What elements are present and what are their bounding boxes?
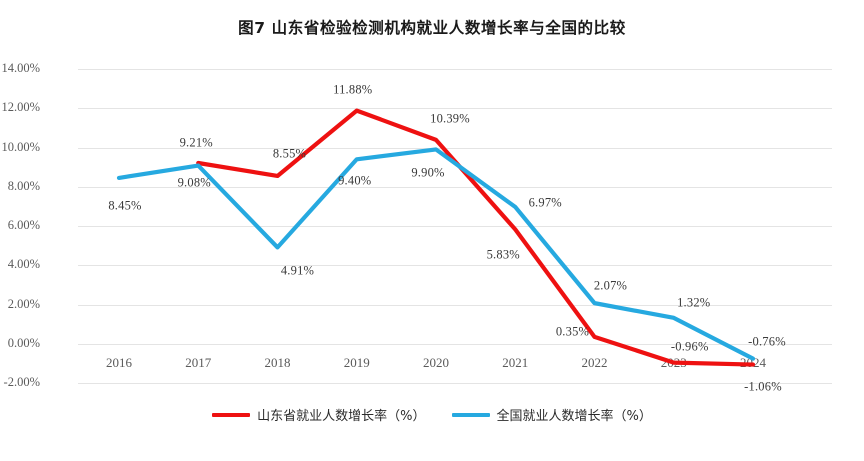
data-point-label: 9.08% <box>177 175 211 190</box>
y-axis-tick-label: 2.00% <box>7 296 40 311</box>
legend-item[interactable]: 全国就业人数增长率（%） <box>451 405 652 424</box>
y-axis-tick-label: -2.00% <box>3 375 40 389</box>
series-lines <box>116 108 756 367</box>
data-point-label: 10.39% <box>430 111 470 126</box>
x-axis-tick-label: 2021 <box>502 355 529 370</box>
gridline <box>78 383 832 384</box>
y-axis-tick-label: 8.00% <box>7 178 40 193</box>
chart-title: 图7 山东省检验检测机构就业人数增长率与全国的比较 <box>238 19 626 37</box>
gridline <box>78 147 832 149</box>
y-axis-tick-label: 4.00% <box>7 257 40 272</box>
x-axis-tick-label: 2018 <box>264 355 291 370</box>
data-point-label: 0.35% <box>555 324 590 339</box>
data-point-label: 9.90% <box>411 165 445 180</box>
data-point-label: -1.06% <box>744 379 782 394</box>
x-axis-tick-label: 2016 <box>106 355 132 370</box>
data-point-label: -0.76% <box>748 334 786 349</box>
legend-item-label: 全国就业人数增长率（%） <box>496 409 652 424</box>
y-axis-tick-label: 6.00% <box>7 218 40 232</box>
data-point-label: 6.97% <box>528 195 562 210</box>
data-point-label: -0.96% <box>670 339 709 354</box>
legend-swatch-icon <box>451 412 490 417</box>
data-point-label: 5.83% <box>486 247 520 262</box>
x-axis-tick-label: 2022 <box>581 355 608 370</box>
data-point-label: 8.45% <box>108 198 142 213</box>
gridline <box>78 186 832 188</box>
y-axis-tick-label: 14.00% <box>1 61 40 75</box>
gridline <box>78 343 832 345</box>
legend-item[interactable]: 山东省就业人数增长率（%） <box>212 405 426 424</box>
legend-swatch-icon <box>212 412 251 417</box>
y-axis-tick-label: 10.00% <box>1 139 40 154</box>
data-point-label: 11.88% <box>333 82 373 97</box>
chart-legend: 山东省就业人数增长率（%） 全国就业人数增长率（%） <box>0 405 864 424</box>
x-axis-tick-label: 2017 <box>185 355 212 370</box>
y-axis-tick-label: 0.00% <box>7 335 40 350</box>
gridline <box>78 108 832 110</box>
data-point-label: 9.21% <box>179 135 213 150</box>
data-point-label: 4.91% <box>280 263 315 278</box>
data-point-label: 8.55% <box>272 146 307 161</box>
y-axis-tick-label: 12.00% <box>1 100 40 115</box>
x-axis-tick-label: 2020 <box>423 355 449 370</box>
legend-item-label: 山东省就业人数增长率（%） <box>257 409 426 424</box>
gridline <box>78 304 832 306</box>
data-point-label: 2.07% <box>593 278 628 293</box>
gridline <box>78 69 832 70</box>
gridline <box>78 226 832 227</box>
series-line <box>196 108 756 367</box>
gridline <box>78 265 832 267</box>
series-line <box>116 147 756 361</box>
plot-area: 14.00% 12.00% 10.00% 8.00% 6.00% 4.00% 2.00% 0.… <box>1 61 832 393</box>
data-point-label: 1.32% <box>677 295 711 310</box>
data-point-label: 9.40% <box>338 173 372 188</box>
x-axis-tick-label: 2019 <box>343 355 370 370</box>
